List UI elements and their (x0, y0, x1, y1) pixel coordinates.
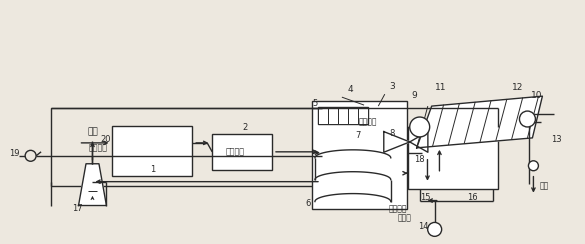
Text: 15: 15 (419, 193, 430, 202)
Text: 矿化烘炉: 矿化烘炉 (359, 118, 377, 126)
Bar (50, 108, 322, 186)
Bar (312, 101, 407, 209)
Polygon shape (410, 132, 428, 152)
Text: 20: 20 (101, 135, 111, 144)
Bar (358, 107, 368, 124)
Text: 14: 14 (418, 222, 428, 231)
Circle shape (428, 223, 442, 236)
Text: 积余炉渣: 积余炉渣 (226, 147, 245, 156)
Bar (212, 134, 272, 170)
Text: 6: 6 (305, 199, 311, 207)
Text: 2: 2 (242, 123, 247, 132)
Text: 17: 17 (73, 204, 83, 214)
Circle shape (410, 117, 429, 137)
Circle shape (519, 111, 535, 127)
Polygon shape (78, 164, 106, 205)
Text: 3: 3 (390, 82, 395, 91)
Bar (318, 107, 368, 124)
Text: 12: 12 (511, 83, 523, 92)
Text: 火焰: 火焰 (540, 181, 549, 190)
Text: 9: 9 (412, 91, 418, 100)
Text: 19: 19 (9, 149, 20, 158)
Text: 大气: 大气 (87, 127, 98, 136)
Polygon shape (384, 132, 409, 152)
Bar (338, 107, 348, 124)
Text: 10: 10 (531, 91, 543, 100)
Text: 7: 7 (355, 131, 360, 140)
Text: 13: 13 (552, 135, 562, 144)
Bar (318, 107, 328, 124)
Text: 4: 4 (348, 85, 353, 94)
Text: 废池导入: 废池导入 (388, 204, 407, 213)
Circle shape (528, 161, 538, 171)
Text: 5: 5 (312, 99, 317, 108)
Bar (348, 107, 358, 124)
Bar (112, 126, 192, 176)
Text: 18: 18 (414, 155, 424, 164)
Text: 11: 11 (435, 83, 446, 92)
Text: 8: 8 (390, 129, 395, 138)
Text: 16: 16 (467, 193, 478, 202)
Text: 再生炉渣: 再生炉渣 (88, 143, 108, 152)
Polygon shape (417, 96, 542, 148)
Bar (408, 127, 497, 189)
Text: 冷水厂: 冷水厂 (398, 213, 412, 222)
Bar (328, 107, 338, 124)
Text: 1: 1 (150, 165, 156, 174)
